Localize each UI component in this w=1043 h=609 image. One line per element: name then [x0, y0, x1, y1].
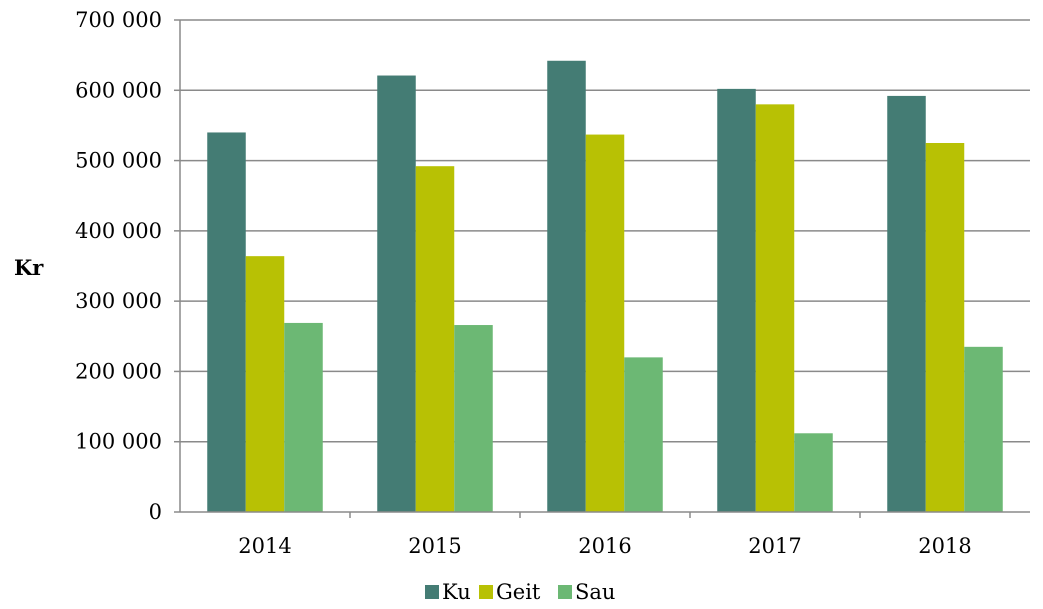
bar-sau-2018 — [964, 346, 1003, 512]
y-tick-label: 400 000 — [75, 219, 162, 243]
bar-geit-2018 — [925, 143, 965, 512]
x-tick-label: 2014 — [238, 534, 291, 558]
y-tick-label: 600 000 — [75, 78, 162, 102]
bar-sau-2015 — [454, 325, 493, 512]
bar-ku-2018 — [887, 95, 926, 512]
legend-item-geit: Geit — [479, 580, 541, 604]
legend-swatch — [479, 585, 493, 599]
bar-ku-2017 — [717, 88, 756, 512]
bar-geit-2017 — [755, 104, 795, 512]
bar-geit-2015 — [415, 166, 455, 513]
y-tick-label: 200 000 — [75, 359, 162, 383]
y-tick-label: 500 000 — [75, 149, 162, 173]
bars — [207, 60, 1003, 513]
bar-sau-2016 — [624, 357, 663, 512]
bar-ku-2016 — [547, 60, 586, 512]
bar-geit-2016 — [585, 134, 625, 512]
y-tick-label: 0 — [149, 500, 162, 524]
legend: Ku Geit Sau — [425, 580, 615, 604]
y-tick-label: 700 000 — [75, 8, 162, 32]
y-tick-labels: 0 100 000 200 000 300 000 400 000 500 000 600 … — [75, 8, 162, 524]
bar-geit-2014 — [245, 256, 285, 512]
y-tick-label: 100 000 — [75, 430, 162, 454]
bar-sau-2014 — [284, 322, 323, 512]
bar-sau-2017 — [794, 433, 833, 512]
legend-swatch — [425, 585, 439, 599]
bar-ku-2014 — [207, 132, 246, 512]
bar-ku-2015 — [377, 75, 416, 513]
legend-swatch — [558, 585, 572, 599]
x-tick-label: 2017 — [748, 534, 801, 558]
x-tick-label: 2018 — [918, 534, 971, 558]
x-tick-label: 2015 — [408, 534, 461, 558]
y-tick-label: 300 000 — [75, 289, 162, 313]
legend-item-ku: Ku — [425, 580, 471, 604]
legend-item-sau: Sau — [558, 580, 615, 604]
axes — [179, 20, 1030, 518]
x-tick-labels: 2014 2015 2016 2017 2018 — [238, 534, 971, 558]
legend-label: Geit — [496, 580, 541, 604]
y-axis-title: Kr — [14, 255, 44, 280]
legend-label: Ku — [442, 580, 471, 604]
x-tick-label: 2016 — [578, 534, 631, 558]
legend-label: Sau — [575, 580, 615, 604]
